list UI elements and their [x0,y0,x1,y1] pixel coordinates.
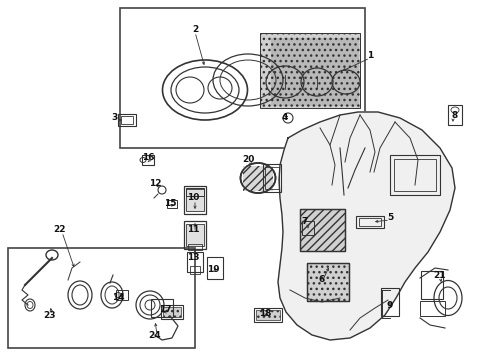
Bar [8,248,195,348]
Bar [186,252,203,272]
Bar [118,114,136,126]
Text: 18: 18 [258,309,271,318]
Bar [243,166,272,190]
Bar [380,288,398,316]
Bar [256,310,280,320]
Bar [358,218,380,226]
Bar [142,155,154,165]
Bar [393,159,435,191]
Text: 14: 14 [111,293,124,302]
Text: 12: 12 [148,179,161,188]
Bar [206,257,223,279]
Bar [420,271,442,299]
Text: 6: 6 [318,275,325,284]
Bar [264,167,279,189]
Bar [260,32,359,108]
Bar [185,188,203,196]
Bar [306,263,348,301]
Text: 9: 9 [386,301,392,310]
Text: 1: 1 [366,50,372,59]
Text: 3: 3 [112,113,118,122]
Bar [270,38,358,106]
Text: 5: 5 [386,213,392,222]
Bar [185,224,203,246]
Bar [447,105,461,125]
Text: 10: 10 [186,194,199,202]
Bar [183,186,205,214]
Text: 13: 13 [186,253,199,262]
Text: 16: 16 [142,153,154,162]
Polygon shape [278,112,454,340]
Text: 21: 21 [433,270,446,279]
Bar [183,221,205,249]
Bar [419,301,444,315]
Bar [389,155,439,195]
Bar [302,221,313,235]
Bar [121,116,133,124]
Text: 7: 7 [301,217,307,226]
Text: 23: 23 [43,310,56,320]
Bar [253,308,282,322]
Bar [151,299,173,317]
Text: 24: 24 [148,330,161,339]
Bar [163,307,181,317]
Bar [185,189,203,211]
Bar [190,266,200,274]
Text: 17: 17 [159,306,171,315]
Bar [299,209,344,251]
Text: 11: 11 [186,225,199,234]
Text: 8: 8 [451,111,457,120]
Text: 20: 20 [242,156,254,165]
Bar [161,305,183,319]
Text: 19: 19 [206,266,219,274]
Bar [306,263,348,301]
Bar [167,200,177,208]
Text: 15: 15 [163,198,176,207]
Bar [116,290,128,300]
Bar [120,8,364,148]
Text: 4: 4 [281,113,287,122]
Bar [263,164,281,192]
Text: 2: 2 [191,26,198,35]
Bar [355,216,383,228]
Text: 22: 22 [54,225,66,234]
Bar [299,209,344,251]
Bar [187,244,202,250]
